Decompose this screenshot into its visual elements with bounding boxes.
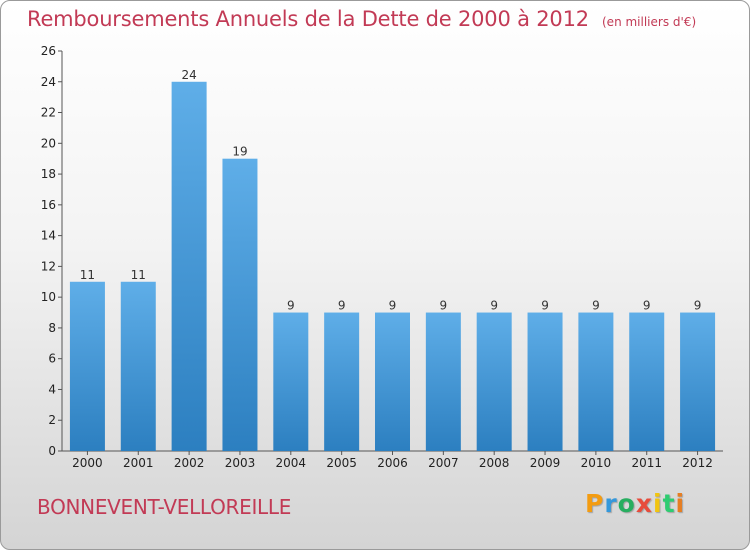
y-tick-label: 16 bbox=[41, 198, 56, 212]
y-tick-label: 26 bbox=[41, 44, 56, 58]
bar-2002 bbox=[171, 81, 207, 452]
x-tick-label-2006: 2006 bbox=[377, 456, 408, 470]
logo-letter: P bbox=[585, 489, 605, 518]
bar-2010 bbox=[578, 312, 614, 451]
value-label-2012: 9 bbox=[694, 299, 702, 313]
y-tick-label: 2 bbox=[48, 413, 56, 427]
y-tick-label: 14 bbox=[41, 229, 56, 243]
value-label-2010: 9 bbox=[592, 299, 600, 313]
value-label-2008: 9 bbox=[490, 299, 498, 313]
x-tick-label-2007: 2007 bbox=[428, 456, 459, 470]
x-tick-label-2001: 2001 bbox=[123, 456, 154, 470]
x-tick-label-2008: 2008 bbox=[479, 456, 510, 470]
y-tick-label: 18 bbox=[41, 167, 56, 181]
logo-letter: t bbox=[662, 489, 676, 518]
value-labels-group: 11 11 24 19 9 9 9 9 9 9 9 9 9 bbox=[80, 68, 702, 313]
value-label-2005: 9 bbox=[338, 299, 346, 313]
unit-label: (en milliers d'€) bbox=[602, 15, 697, 29]
x-tick-label-2005: 2005 bbox=[326, 456, 357, 470]
value-label-2006: 9 bbox=[389, 299, 397, 313]
value-label-2009: 9 bbox=[541, 299, 549, 313]
bar-2011 bbox=[629, 312, 665, 451]
logo-letter: x bbox=[635, 489, 653, 518]
bar-2008 bbox=[476, 312, 512, 451]
bars-group bbox=[69, 81, 716, 452]
x-tick-label-2010: 2010 bbox=[581, 456, 612, 470]
x-tick-label-2004: 2004 bbox=[276, 456, 307, 470]
logo-letter: i bbox=[675, 489, 686, 518]
logo-letter: r bbox=[604, 489, 618, 518]
x-tick-label-2012: 2012 bbox=[682, 456, 713, 470]
y-tick-label: 0 bbox=[48, 444, 56, 458]
title-text: Remboursements Annuels de la Dette de 20… bbox=[27, 7, 589, 31]
y-tick-label: 20 bbox=[41, 136, 56, 150]
value-label-2001: 11 bbox=[131, 268, 146, 282]
value-label-2003: 19 bbox=[232, 145, 247, 159]
value-label-2007: 9 bbox=[440, 299, 448, 313]
commune-name: BONNEVENT-VELLOREILLE bbox=[37, 495, 292, 519]
x-tick-label-2003: 2003 bbox=[225, 456, 256, 470]
x-axis: 2000 2001 2002 2003 2004 2005 2006 2007 2008 2009… bbox=[62, 450, 723, 470]
logo-letter: i bbox=[653, 489, 663, 518]
y-tick-label: 6 bbox=[48, 352, 56, 366]
y-tick-label: 4 bbox=[48, 382, 56, 396]
bar-2012 bbox=[680, 312, 716, 451]
y-tick-label: 12 bbox=[41, 259, 56, 273]
bar-2009 bbox=[527, 312, 563, 451]
x-tick-label-2011: 2011 bbox=[631, 456, 662, 470]
value-label-2011: 9 bbox=[643, 299, 651, 313]
y-tick-label: 10 bbox=[41, 290, 56, 304]
value-label-2004: 9 bbox=[287, 299, 295, 313]
logo-letter: o bbox=[617, 489, 636, 518]
y-tick-label: 22 bbox=[41, 106, 56, 120]
proxiti-logo: Proxiti bbox=[585, 489, 685, 518]
y-tick-label: 8 bbox=[48, 321, 56, 335]
x-tick-label-2000: 2000 bbox=[72, 456, 103, 470]
chart-title: Remboursements Annuels de la Dette de 20… bbox=[27, 7, 696, 31]
value-label-2002: 24 bbox=[181, 68, 196, 82]
bar-2001 bbox=[120, 281, 156, 451]
bar-2006 bbox=[375, 312, 410, 451]
bar-2000 bbox=[69, 281, 105, 451]
bar-2003 bbox=[222, 158, 258, 451]
x-tick-label-2002: 2002 bbox=[174, 456, 205, 470]
bar-2007 bbox=[425, 312, 461, 451]
bar-2005 bbox=[324, 312, 360, 451]
bar-2004 bbox=[273, 312, 309, 451]
value-label-2000: 11 bbox=[80, 268, 95, 282]
x-tick-label-2009: 2009 bbox=[530, 456, 561, 470]
y-tick-label: 24 bbox=[41, 75, 56, 89]
